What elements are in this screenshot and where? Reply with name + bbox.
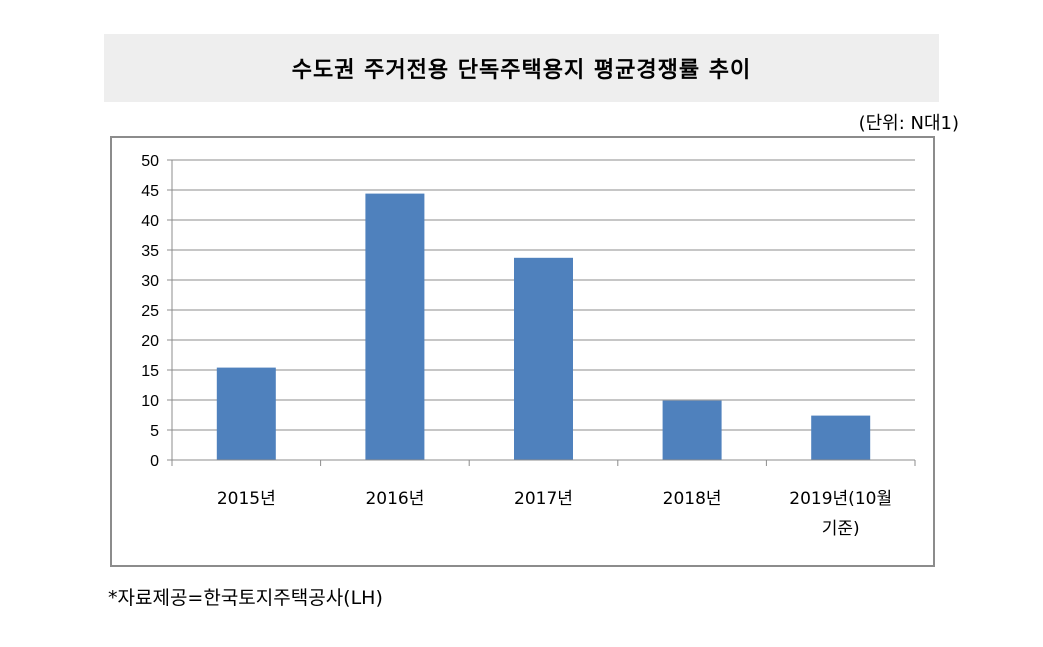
bar <box>365 193 425 460</box>
chart-title-box: 수도권 주거전용 단독주택용지 평균경쟁률 추이 <box>104 34 939 102</box>
y-tick-label: 50 <box>141 153 159 170</box>
source-note: *자료제공=한국토지주택공사(LH) <box>108 587 383 609</box>
bar <box>216 367 276 460</box>
y-tick-label: 5 <box>150 423 159 440</box>
chart-frame: 0 5 10 15 20 25 30 35 40 45 50 2015년 2016년 2017년 2018년… <box>110 136 935 567</box>
y-tick-label: 10 <box>141 393 159 410</box>
bar <box>514 257 573 460</box>
bar <box>662 400 722 460</box>
x-tick-label-line: 2019년(10월 <box>789 489 892 509</box>
x-tick-label-line: 2018년 <box>663 489 722 509</box>
x-tick-label-line: 2015년 <box>217 489 276 509</box>
y-tick-label: 0 <box>150 453 159 470</box>
y-tick-label: 25 <box>141 303 159 320</box>
y-tick-label: 15 <box>141 363 159 380</box>
x-tick-label: 2018년 <box>663 489 722 509</box>
y-tick-label: 35 <box>141 243 159 260</box>
x-tick-label: 2015년 <box>217 489 276 509</box>
y-tick-label: 45 <box>141 183 159 200</box>
bar-chart: 0 5 10 15 20 25 30 35 40 45 50 2015년 2016년 2017년 2018년… <box>141 153 916 539</box>
x-tick-label-line: 기준) <box>822 519 860 539</box>
y-tick-label: 40 <box>141 213 159 230</box>
x-tick-label: 2016년 <box>365 489 424 509</box>
y-tick-label: 20 <box>141 333 159 350</box>
y-tick-label: 30 <box>141 273 159 290</box>
x-tick-label-line: 2017년 <box>514 489 573 509</box>
x-tick-label-line: 2016년 <box>365 489 424 509</box>
bar <box>811 415 871 460</box>
unit-label: (단위: N대1) <box>858 113 959 134</box>
chart-title: 수도권 주거전용 단독주택용지 평균경쟁률 추이 <box>291 58 752 83</box>
x-tick-label: 2017년 <box>514 489 573 509</box>
